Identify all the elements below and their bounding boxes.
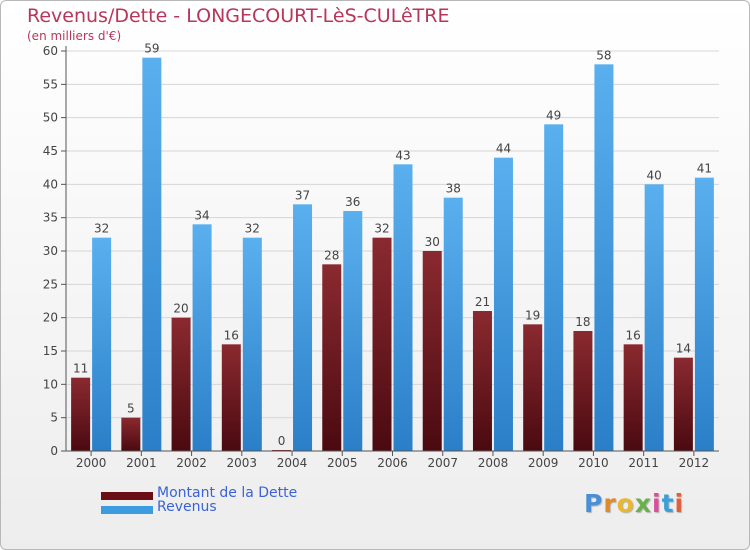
value-labels: 11 32 5 59 20 34 16 32 0 37 28 36 32 43 30 38 21 44 19 49 18… [73,42,712,448]
value-label-revenue-2011: 40 [647,168,662,182]
logo-letter: P [584,489,604,518]
value-label-debt-2001: 5 [127,402,135,416]
y-tick-label: 40 [43,177,58,191]
value-label-revenue-2008: 44 [496,142,511,156]
chart-title: Revenus/Dette - LONGECOURT-LèS-CULêTRE [27,5,450,27]
y-tick-label: 20 [43,311,58,325]
x-tick-label: 2005 [327,456,358,470]
value-label-debt-2005: 28 [324,248,339,262]
bar-debt-2010 [573,331,593,451]
logo-letter: t [661,489,675,518]
value-label-revenue-2003: 32 [245,222,260,236]
x-tick-label: 2003 [227,456,258,470]
value-label-revenue-2004: 37 [295,188,310,202]
logo-letter: x [634,489,652,518]
value-label-debt-2003: 16 [224,328,239,342]
bar-debt-2006 [372,237,392,451]
y-tick-label: 60 [43,44,58,58]
value-label-revenue-2000: 32 [94,222,109,236]
bar-revenue-2012 [694,177,714,451]
value-label-debt-2007: 30 [425,235,440,249]
x-tick-label: 2002 [176,456,207,470]
legend-label-revenue: Revenus [157,499,217,515]
legend-swatch-debt [101,492,153,500]
y-tick-label: 25 [43,277,58,291]
bar-revenue-2011 [644,184,664,452]
bar-debt-2007 [422,251,442,451]
x-tick-label: 2010 [578,456,609,470]
value-label-debt-2002: 20 [173,302,188,316]
bar-revenue-2007 [443,197,463,451]
x-tick-label: 2007 [427,456,458,470]
bar-debt-2008 [472,311,492,451]
proxiti-logo: Proxiti [584,489,684,518]
legend-label-debt: Montant de la Dette [157,485,298,501]
y-tick-label: 10 [43,377,58,391]
bar-debt-2002 [171,317,191,451]
x-tick-label: 2001 [126,456,157,470]
value-label-revenue-2002: 34 [194,208,209,222]
x-tick-label: 2006 [377,456,408,470]
y-tick-label: 50 [43,111,58,125]
bar-debt-2005 [322,264,342,451]
value-label-debt-2006: 32 [374,222,389,236]
x-tick-label: 2004 [277,456,308,470]
value-label-debt-2011: 16 [626,328,641,342]
y-tick-label: 0 [50,444,58,458]
bar-revenue-2009 [544,124,564,451]
value-label-debt-2004: 0 [278,434,286,448]
bar-debt-2012 [673,357,693,451]
bar-debt-2000 [71,377,91,451]
value-label-revenue-2001: 59 [144,42,159,56]
bar-revenue-2000 [92,237,112,451]
y-tick-label: 35 [43,211,58,225]
value-label-revenue-2012: 41 [697,162,712,176]
logo-letter: r [603,489,617,518]
value-label-debt-2010: 18 [575,315,590,329]
bar-debt-2003 [221,344,241,451]
y-tick-label: 55 [43,77,58,91]
chart-subtitle: (en milliers d'€) [27,29,122,43]
value-label-revenue-2006: 43 [395,148,410,162]
bar-debt-2001 [121,417,141,451]
bar-revenue-2001 [142,57,162,452]
y-tick-label: 15 [43,344,58,358]
value-label-debt-2012: 14 [676,342,691,356]
value-label-debt-2000: 11 [73,362,88,376]
x-tick-label: 2012 [679,456,710,470]
bar-revenue-2008 [493,157,513,451]
bar-revenue-2005 [343,211,363,451]
bar-debt-2011 [623,344,643,451]
value-label-revenue-2009: 49 [546,108,561,122]
grid-lines [66,50,719,419]
bar-revenue-2010 [594,64,614,452]
logo-letter: i [652,489,662,518]
value-label-revenue-2007: 38 [446,182,461,196]
bar-revenue-2006 [393,164,413,452]
y-tick-label: 5 [50,411,58,425]
x-tick-label: 2000 [76,456,107,470]
value-label-debt-2009: 19 [525,308,540,322]
bar-revenue-2004 [293,204,313,451]
x-tick-label: 2009 [528,456,559,470]
bar-debt-2009 [523,324,543,451]
y-tick-label: 45 [43,144,58,158]
x-tick-label: 2011 [628,456,659,470]
legend-swatch-revenue [101,506,153,514]
logo-letter: o [616,489,635,518]
y-tick-label: 30 [43,244,58,258]
value-label-revenue-2010: 58 [596,48,611,62]
value-label-revenue-2005: 36 [345,195,360,209]
bars [71,57,714,452]
x-tick-label: 2008 [478,456,509,470]
bar-revenue-2003 [242,237,262,451]
logo-letter: i [674,489,685,518]
value-label-debt-2008: 21 [475,295,490,309]
bar-revenue-2002 [192,224,212,451]
